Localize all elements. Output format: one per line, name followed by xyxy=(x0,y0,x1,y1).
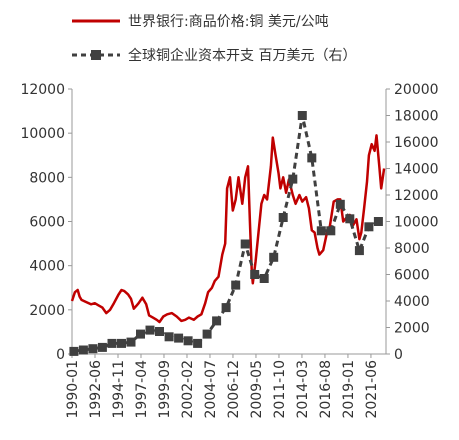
x-tick-label: 1997-04 xyxy=(134,360,150,419)
capex-point xyxy=(250,270,260,279)
capex-point xyxy=(288,174,298,184)
capex-point xyxy=(354,246,364,256)
right-tick-label: 2000 xyxy=(394,321,430,337)
capex-point xyxy=(97,342,107,352)
capex-point xyxy=(117,338,126,348)
x-tick-label: 1992-06 xyxy=(88,360,104,419)
capex-point xyxy=(269,252,279,262)
x-tick-label: 2016-08 xyxy=(318,360,334,419)
capex-point xyxy=(126,337,136,347)
capex-point xyxy=(202,329,212,339)
capex-point xyxy=(174,333,184,343)
x-tick-label: 2002-02 xyxy=(180,360,196,419)
right-tick-label: 18000 xyxy=(394,109,439,125)
capex-point xyxy=(335,199,345,209)
capex-point xyxy=(231,280,241,290)
capex-point xyxy=(326,226,336,236)
x-tick-label: 1990-01 xyxy=(65,360,81,419)
x-tick-label: 2014-03 xyxy=(295,360,311,419)
left-tick-label: 2000 xyxy=(29,303,65,319)
series-line-copper-price xyxy=(70,134,386,324)
left-tick-label: 10000 xyxy=(20,126,65,142)
capex-point xyxy=(164,332,174,342)
capex-point xyxy=(107,338,117,348)
x-tick-label: 2021-06 xyxy=(364,360,380,419)
capex-point xyxy=(145,325,155,335)
capex-point xyxy=(316,226,326,236)
series xyxy=(69,111,386,356)
right-tick-label: 0 xyxy=(394,347,403,363)
capex-point xyxy=(345,214,355,224)
capex-point xyxy=(183,336,193,346)
capex-point xyxy=(259,274,269,283)
capex-point xyxy=(88,344,98,354)
right-tick-label: 10000 xyxy=(394,215,439,231)
x-tick-label: 1994-11 xyxy=(111,360,127,419)
right-tick-label: 12000 xyxy=(394,188,439,204)
capex-point xyxy=(78,345,88,355)
capex-point xyxy=(212,316,222,326)
legend-label-copper-price: 世界银行:商品价格:铜 美元/公吨 xyxy=(128,14,329,30)
right-tick-label: 16000 xyxy=(394,135,439,151)
legend: 世界银行:商品价格:铜 美元/公吨 全球铜企业资本开支 百万美元（右） xyxy=(72,14,356,64)
left-tick-label: 12000 xyxy=(20,82,65,98)
right-tick-label: 8000 xyxy=(394,241,430,257)
axes: 0 2000 4000 6000 8000 10000 12000 0 2000 4000 6000… xyxy=(20,82,438,419)
left-tick-label: 0 xyxy=(56,347,65,363)
x-tick-label: 2004-07 xyxy=(203,360,219,419)
capex-point xyxy=(364,222,374,232)
legend-label-capex: 全球铜企业资本开支 百万美元（右） xyxy=(128,47,356,64)
right-tick-label: 4000 xyxy=(394,294,430,310)
capex-point xyxy=(307,153,317,163)
right-tick-label: 14000 xyxy=(394,162,439,178)
legend-marker-capex xyxy=(91,50,101,60)
x-tick-label: 2019-01 xyxy=(341,360,357,419)
capex-point xyxy=(136,329,145,339)
capex-point xyxy=(221,303,231,313)
left-tick-label: 4000 xyxy=(29,259,65,275)
x-tick-label: 1999-09 xyxy=(157,360,173,419)
capex-point xyxy=(240,239,250,249)
x-tick-label: 2006-12 xyxy=(226,360,242,419)
left-tick-label: 6000 xyxy=(29,215,65,231)
capex-point xyxy=(297,111,307,120)
right-tick-label: 6000 xyxy=(394,268,430,284)
right-tick-label: 20000 xyxy=(394,82,439,98)
left-tick-label: 8000 xyxy=(29,170,65,186)
capex-point xyxy=(278,213,288,222)
capex-point xyxy=(373,217,383,226)
x-tick-label: 2011-10 xyxy=(272,360,288,419)
capex-point xyxy=(69,346,79,356)
capex-point xyxy=(193,338,203,348)
capex-point xyxy=(155,327,164,336)
x-tick-label: 2009-05 xyxy=(249,360,265,419)
